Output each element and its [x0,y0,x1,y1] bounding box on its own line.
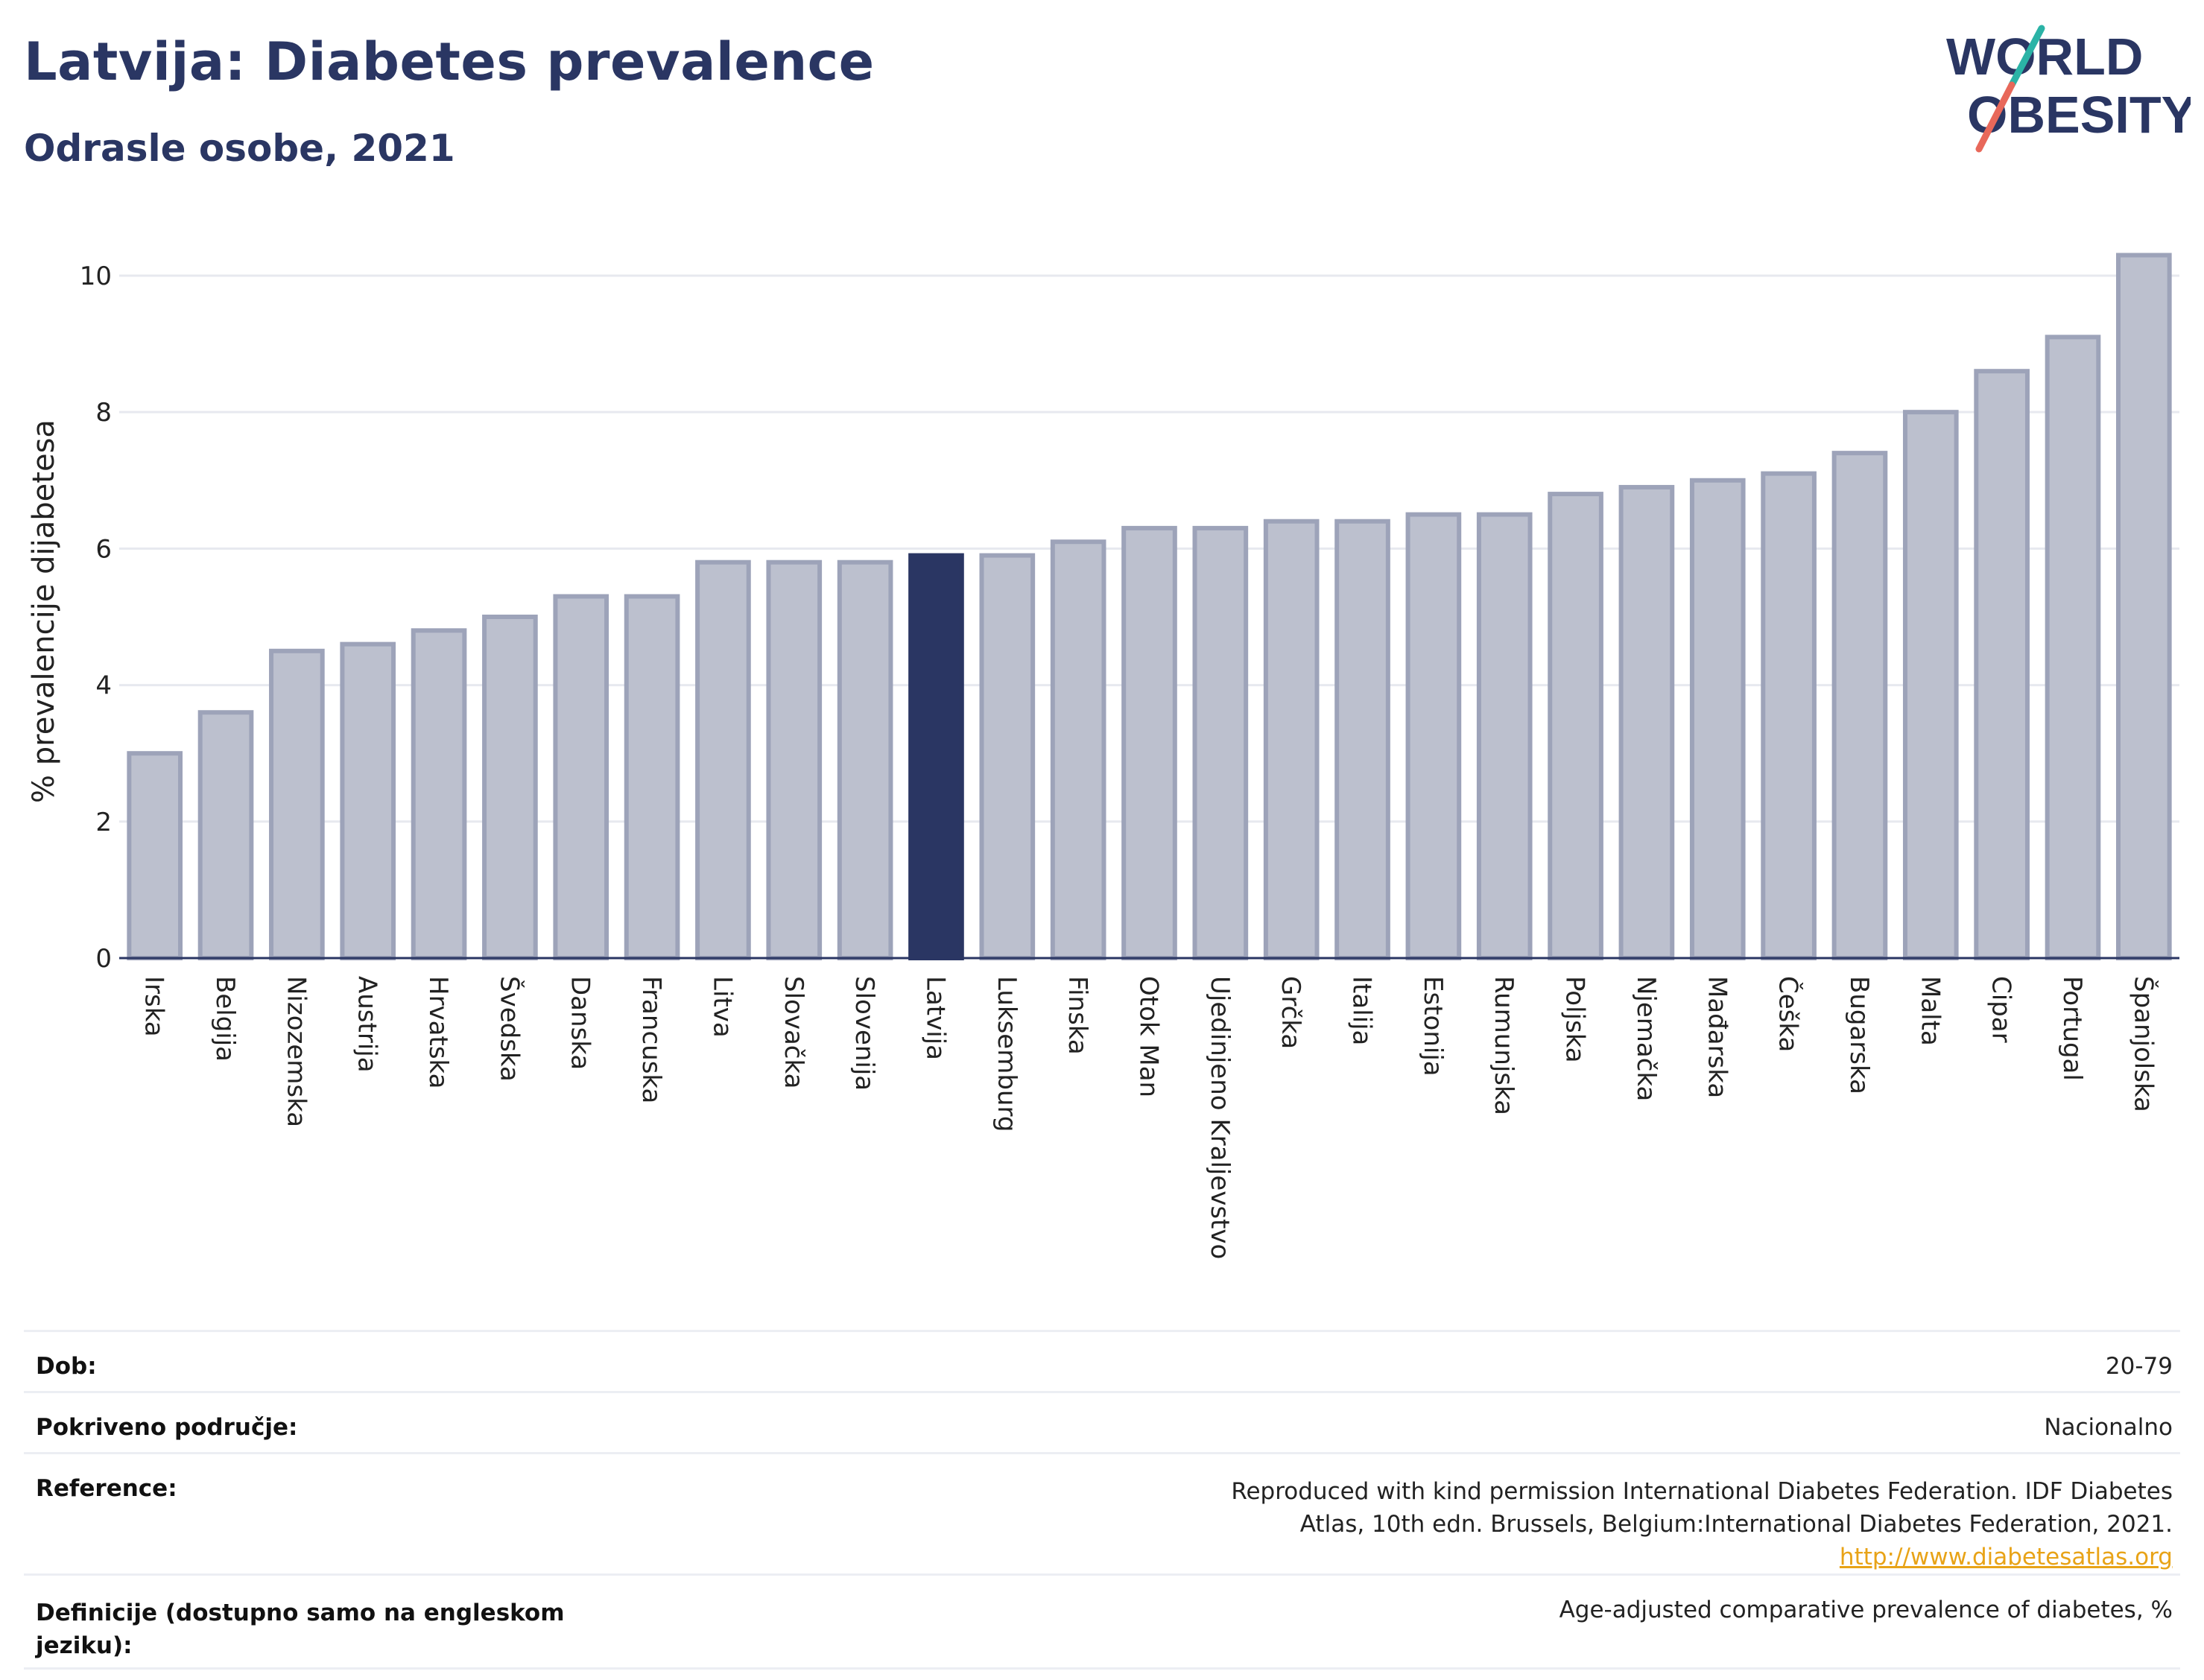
x-tick-label: Njemačka [1631,976,1661,1101]
meta-value: Age-adjusted comparative prevalence of d… [572,1573,2180,1670]
x-tick-label: Rumunjska [1489,976,1519,1115]
x-tick-label: Otok Man [1134,976,1164,1097]
x-tick-label: Belgija [210,976,240,1062]
x-tick-label: Francuska [636,976,666,1103]
y-axis-label: % prevalencije dijabetesa [27,419,61,803]
reference-text: Reproduced with kind permission Internat… [1231,1478,2173,1538]
x-tick-label: Ujedinjeno Kraljevstvo [1205,976,1235,1259]
bar-Italija [1334,519,1390,960]
bar-Cipar [1974,369,2030,961]
y-tick-label: 6 [95,534,112,564]
bar-Portugal [2045,335,2101,961]
bar-Austrija [340,641,396,960]
y-tick-labels: 0 2 4 6 8 10 [80,261,112,974]
x-tick-label: Litva [707,976,737,1038]
y-tick-label: 0 [95,944,112,974]
meta-label: Dob: [24,1330,572,1392]
x-tick-label: Mađarska [1702,976,1732,1098]
bar-Španjolska [2116,253,2172,960]
meta-row-age: Dob: 20-79 [24,1330,2180,1392]
bar-Danska [553,594,609,960]
y-tick-label: 2 [95,808,112,837]
bar-Češka [1761,471,1817,960]
x-tick-label: Bugarska [1844,976,1874,1094]
bars [127,253,2172,961]
x-tick-label: Latvija [920,976,950,1060]
bar-Nizozemska [269,648,325,960]
x-tick-label: Danska [566,976,595,1070]
bar-chart: 0 2 4 6 8 10 Irska Belgija Nizozemska Austrija Hr… [27,253,2179,1259]
x-tick-label: Austrija [352,976,382,1073]
logo-slash-coral [1975,81,2015,153]
bar-Njemačka [1618,484,1675,960]
x-tick-label: Italija [1347,976,1377,1045]
x-tick-label: Hrvatska [423,976,453,1088]
logo-line-1: WORLD [1946,28,2143,86]
x-tick-label: Portugal [2057,976,2087,1081]
x-tick-label: Irska [139,976,169,1037]
bar-Slovačka [766,560,823,960]
meta-label: Reference: [24,1452,572,1575]
x-tick-label: Grčka [1276,976,1305,1049]
bar-Grčka [1263,519,1320,960]
bar-Rumunjska [1476,512,1533,960]
meta-value: 20-79 [572,1330,2180,1392]
meta-value: Nacionalno [572,1391,2180,1454]
meta-row-definition: Definicije (dostupno samo na engleskom j… [24,1573,2180,1670]
x-tick-label: Finska [1063,976,1092,1055]
bar-Bugarska [1831,451,1888,960]
bar-Ujedinjeno Kraljevstvo [1192,525,1249,960]
meta-row-reference: Reference: Reproduced with kind permissi… [24,1452,2180,1575]
chart-subtitle: Odrasle osobe, 2021 [24,127,455,170]
bar-Belgija [197,710,254,961]
x-tick-label: Malta [1915,976,1945,1046]
bar-Litva [695,560,751,960]
bar-Otok Man [1121,525,1177,960]
world-obesity-logo: WORLD OBESITY [1946,25,2191,153]
metadata-table: Dob: 20-79 Pokriveno područje: Nacionaln… [24,1330,2180,1670]
x-tick-label: Slovenija [849,976,879,1091]
y-tick-label: 4 [95,671,112,701]
meta-label: Pokriveno područje: [24,1391,572,1454]
x-tick-label: Švedska [494,976,525,1082]
x-tick-label: Češka [1773,976,1804,1052]
x-tick-label: Poljska [1560,976,1590,1063]
bar-Luksemburg [979,553,1036,960]
x-tick-label: Luksemburg [992,976,1022,1132]
y-tick-label: 10 [80,261,112,291]
logo-slash-teal [2008,25,2045,89]
bar-Mađarska [1689,478,1746,960]
bar-Slovenija [837,560,893,960]
bar-Malta [1902,410,1959,960]
x-tick-label: Slovačka [779,976,808,1088]
x-tick-label: Cipar [1986,976,2016,1043]
x-tick-label: Španjolska [2128,976,2159,1112]
bar-Francuska [624,594,680,960]
x-tick-labels: Irska Belgija Nizozemska Austrija Hrvatska Šv… [139,976,2159,1259]
bar-Hrvatska [411,628,467,960]
x-tick-label: Nizozemska [281,976,311,1127]
chart-title: Latvija: Diabetes prevalence [24,31,875,92]
bar-Finska [1050,539,1106,960]
meta-row-coverage: Pokriveno područje: Nacionalno [24,1391,2180,1454]
bar-Poljska [1548,492,1603,960]
bar-Estonija [1405,512,1462,960]
x-tick-label: Estonija [1418,976,1448,1077]
bar-Latvija [908,553,964,960]
bar-Irska [127,751,183,960]
meta-label: Definicije (dostupno samo na engleskom j… [24,1573,572,1670]
bar-Švedska [482,614,538,960]
y-tick-label: 8 [95,398,112,428]
reference-link[interactable]: http://www.diabetesatlas.org [1839,1544,2173,1570]
meta-value: Reproduced with kind permission Internat… [572,1452,2180,1575]
